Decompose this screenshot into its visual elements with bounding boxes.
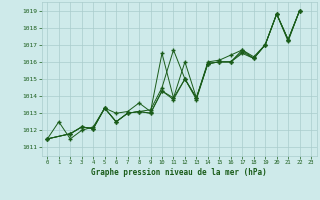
X-axis label: Graphe pression niveau de la mer (hPa): Graphe pression niveau de la mer (hPa) (91, 168, 267, 177)
